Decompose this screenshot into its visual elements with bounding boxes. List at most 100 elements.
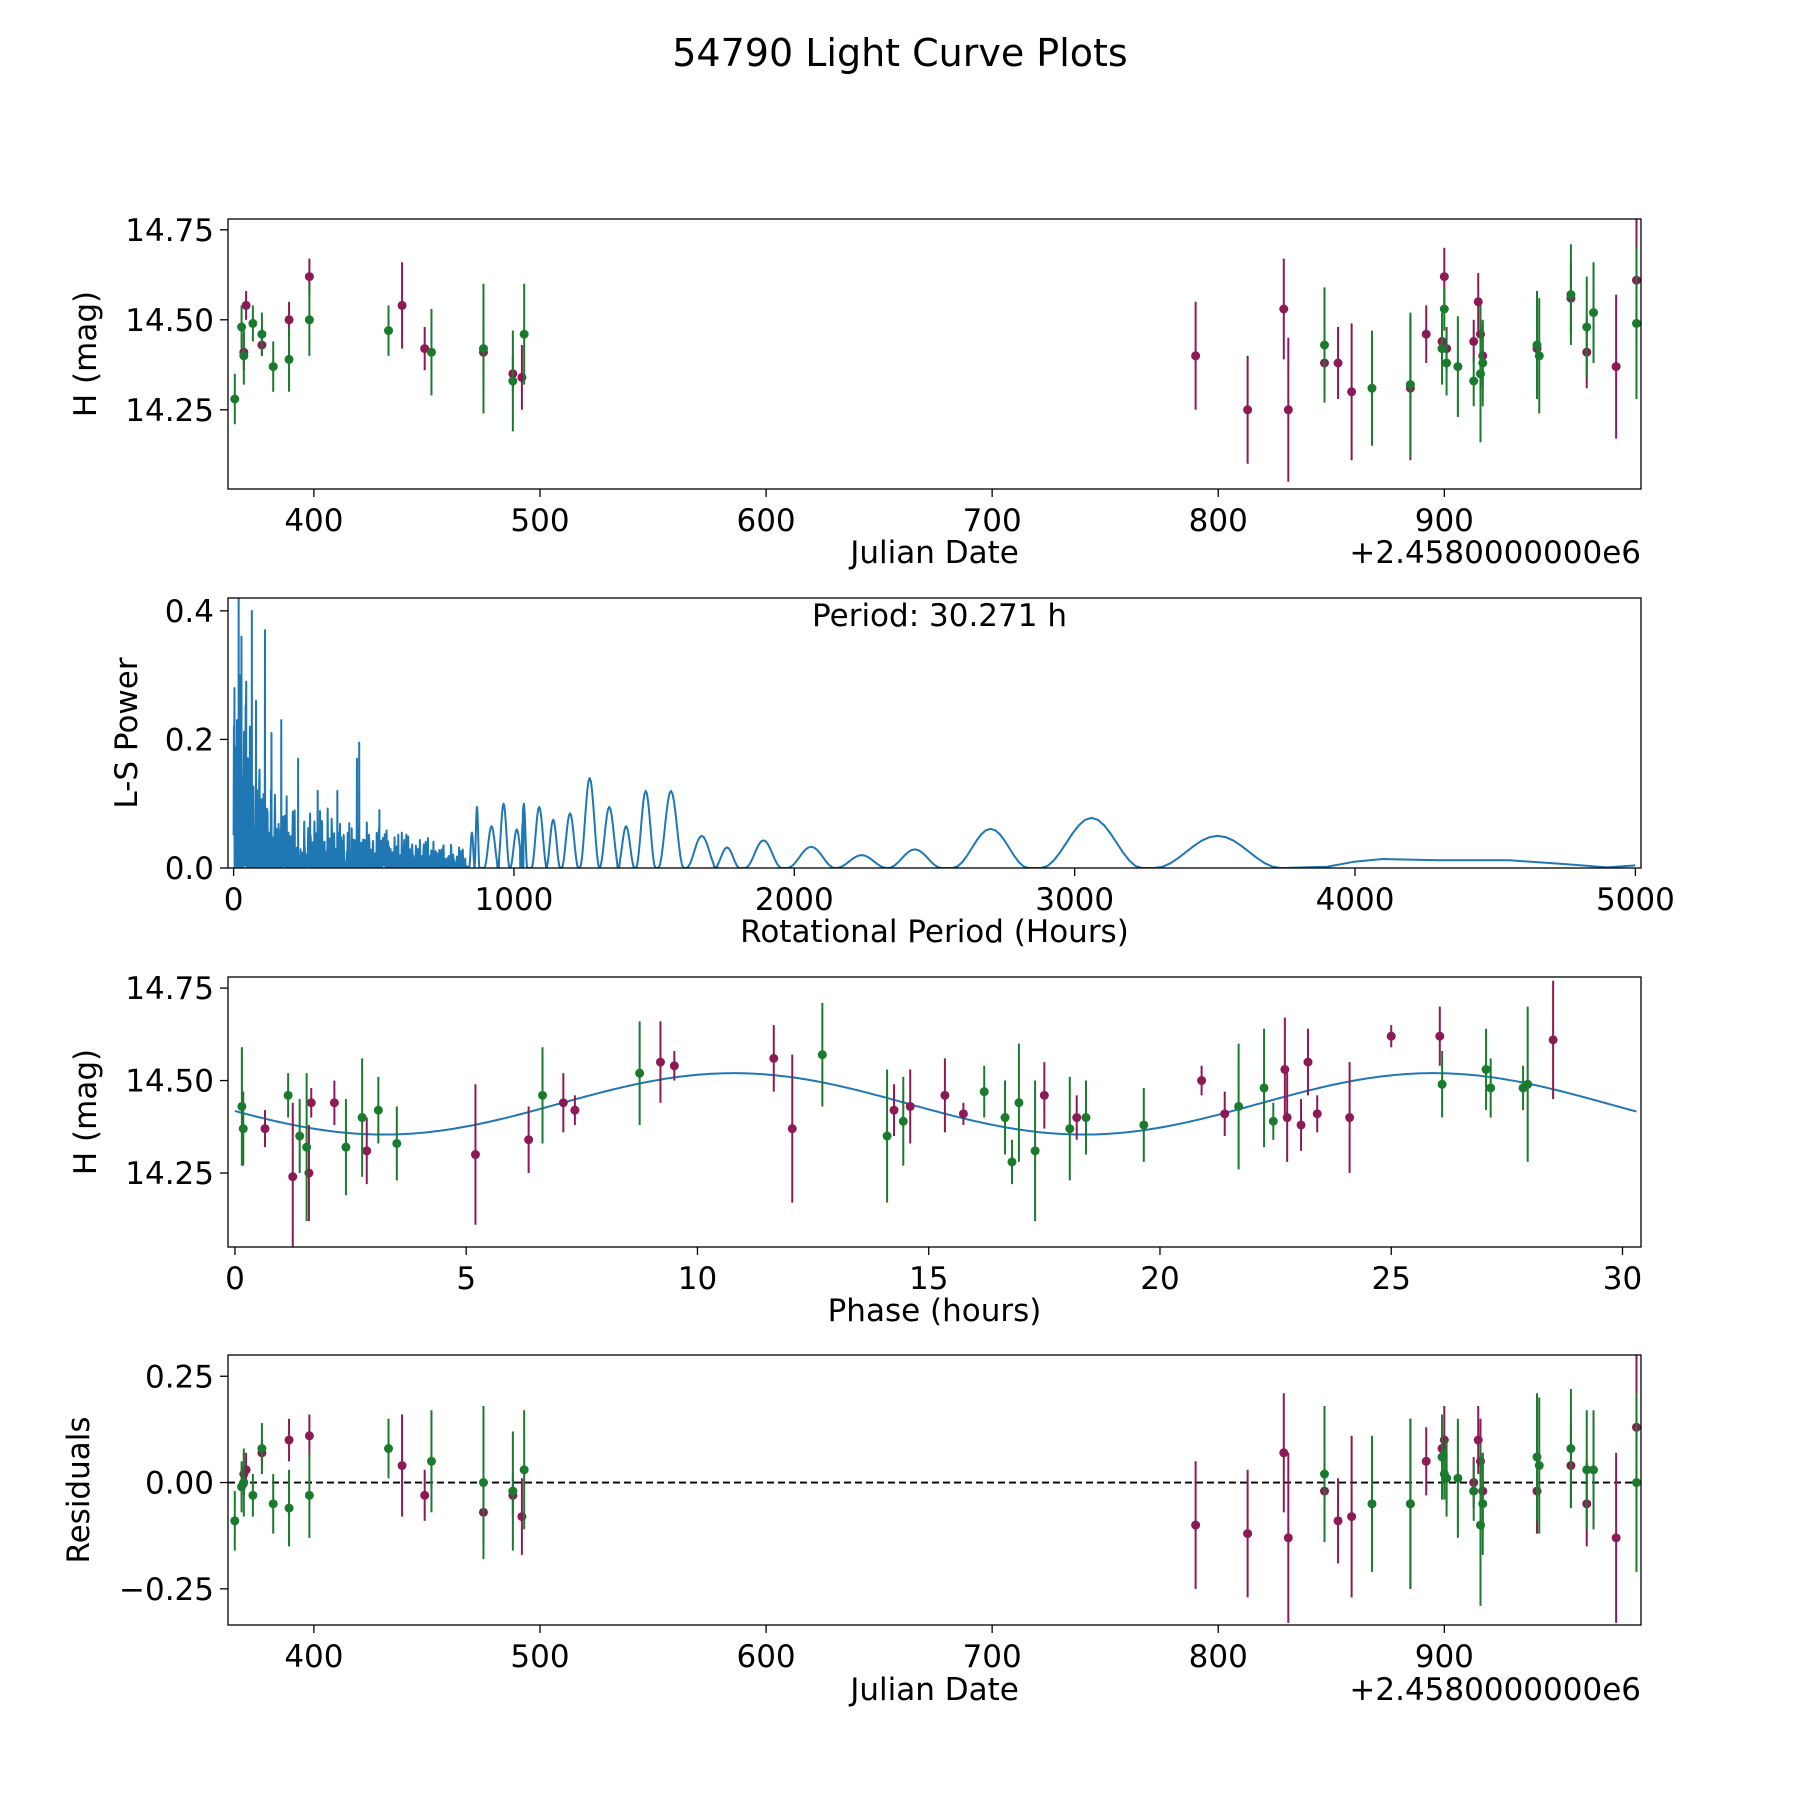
x-tick-label: 5	[456, 1261, 476, 1297]
data-point	[470, 1150, 480, 1160]
y-axis-label: H (mag)	[68, 291, 104, 417]
x-tick-label: 600	[736, 503, 795, 539]
axes-frame	[227, 218, 1642, 490]
x-axis-label: Rotational Period (Hours)	[740, 914, 1129, 950]
plot-area	[230, 219, 1641, 482]
data-point	[1030, 1146, 1040, 1156]
data-point	[304, 315, 314, 325]
y-tick-label: 0.4	[165, 594, 214, 630]
data-point	[1283, 405, 1293, 415]
data-point	[1282, 1113, 1292, 1123]
data-point	[248, 318, 258, 328]
data-point	[940, 1090, 950, 1100]
x-tick-label: 10	[678, 1261, 717, 1297]
data-point	[1072, 1113, 1082, 1123]
data-point	[304, 1490, 314, 1500]
data-point	[329, 1098, 339, 1108]
data-point	[1566, 1444, 1576, 1454]
y-tick-label: 0.0	[165, 851, 214, 887]
data-point	[1589, 1465, 1599, 1475]
data-point	[558, 1098, 568, 1108]
data-point	[384, 1444, 394, 1454]
data-point	[237, 1101, 247, 1111]
data-point	[1481, 1064, 1491, 1074]
data-point	[1243, 1529, 1253, 1539]
data-point	[304, 1431, 314, 1441]
y-tick-label: 0.25	[145, 1359, 214, 1395]
data-point	[1548, 1035, 1558, 1045]
x-tick-label: 400	[284, 1639, 343, 1675]
x-tick-label: 700	[963, 1639, 1022, 1675]
data-point	[362, 1146, 372, 1156]
x-tick-label: 15	[909, 1261, 948, 1297]
y-tick-label: 14.50	[125, 303, 214, 339]
data-point	[1442, 358, 1452, 368]
x-tick-label: 900	[1415, 503, 1474, 539]
x-tick-label: 600	[736, 1639, 795, 1675]
data-point	[1014, 1098, 1024, 1108]
data-point	[295, 1131, 305, 1141]
series-series_b	[237, 1002, 1533, 1222]
x-axis-offset-label: +2.4580000000e6	[1349, 1672, 1641, 1708]
y-tick-label: 14.75	[125, 971, 214, 1007]
data-point	[1439, 272, 1449, 282]
data-point	[1437, 344, 1447, 354]
data-point	[1197, 1076, 1207, 1086]
data-point	[1534, 351, 1544, 361]
data-point	[420, 1490, 430, 1500]
data-point	[238, 1124, 248, 1134]
data-point	[1347, 387, 1357, 397]
y-axis-label: Residuals	[61, 1416, 97, 1563]
data-point	[787, 1124, 797, 1134]
data-point	[882, 1131, 892, 1141]
x-tick-label: 800	[1189, 1639, 1248, 1675]
axes-frame	[227, 976, 1642, 1248]
data-point	[1421, 329, 1431, 339]
data-point	[1191, 1520, 1201, 1530]
x-tick-label: 500	[510, 503, 569, 539]
x-tick-label: 400	[284, 503, 343, 539]
panel-periodogram: Period: 30.271 h 0 1000 2000 3000 4000 5000 0.0…	[109, 594, 1675, 950]
data-point	[268, 362, 278, 372]
data-point	[519, 329, 529, 339]
x-tick-label: 4000	[1316, 882, 1395, 918]
data-point	[655, 1057, 665, 1067]
x-tick-label: 700	[963, 503, 1022, 539]
data-point	[905, 1101, 915, 1111]
data-point	[302, 1142, 312, 1152]
y-tick-label: 14.75	[125, 213, 214, 249]
data-point	[1442, 1473, 1452, 1483]
data-point	[284, 1503, 294, 1513]
data-point	[979, 1087, 989, 1097]
y-tick-label: 0.00	[145, 1466, 214, 1502]
data-point	[357, 1113, 367, 1123]
data-point	[635, 1068, 645, 1078]
data-point	[1220, 1109, 1230, 1119]
panels: 400 500 600 700 800 90014.2514.5014.75Julian …	[61, 213, 1675, 1708]
data-point	[257, 1444, 267, 1454]
data-point	[1421, 1456, 1431, 1466]
x-tick-label: 800	[1189, 503, 1248, 539]
data-point	[1582, 1465, 1592, 1475]
data-point	[1631, 1478, 1641, 1488]
x-axis-offset-label: +2.4580000000e6	[1349, 535, 1641, 571]
data-point	[1280, 1064, 1290, 1074]
data-point	[239, 351, 249, 361]
x-axis-label: Phase (hours)	[828, 1293, 1042, 1329]
data-point	[1589, 308, 1599, 318]
data-point	[1333, 1516, 1343, 1526]
data-point	[958, 1109, 968, 1119]
data-point	[1345, 1113, 1355, 1123]
data-point	[1039, 1090, 1049, 1100]
data-point	[1437, 1079, 1447, 1089]
data-point	[1279, 304, 1289, 314]
x-axis-label: Julian Date	[848, 1672, 1019, 1708]
data-point	[1303, 1057, 1313, 1067]
data-point	[230, 394, 240, 404]
data-point	[268, 1499, 278, 1509]
data-point	[1405, 1499, 1415, 1509]
data-point	[1611, 362, 1621, 372]
data-point	[817, 1050, 827, 1060]
